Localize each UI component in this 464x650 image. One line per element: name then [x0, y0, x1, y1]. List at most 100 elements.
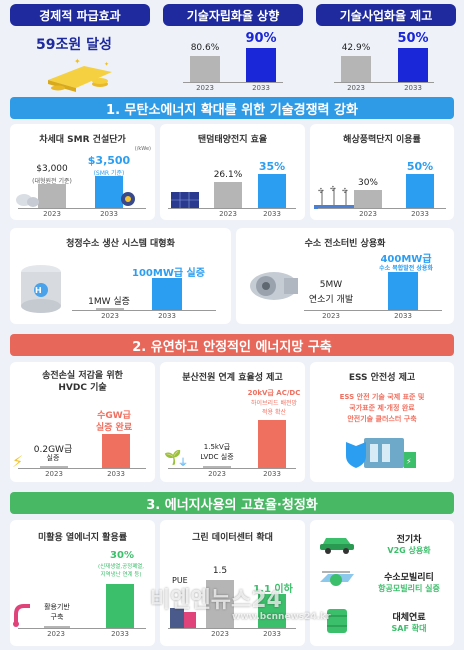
- hydrogen-before-value: 1MW 실증: [88, 297, 130, 307]
- heat-after-note-2: 지역냉난 연계 등): [100, 572, 142, 578]
- smr-year-2: 2033: [100, 210, 118, 218]
- datacenter-year-2: 2033: [263, 630, 281, 638]
- turbine-year-2: 2033: [394, 312, 412, 320]
- saf-subtitle: SAF 확대: [391, 624, 427, 633]
- tandem-axis: [168, 208, 296, 209]
- distributed-before-bar: [203, 466, 231, 468]
- tandem-after-value: 35%: [258, 160, 286, 173]
- section-2-header: 2. 유연하고 안정적인 에너지망 구축: [10, 334, 454, 356]
- turbine-engine-icon: [250, 272, 298, 300]
- h2-mobility-title: 수소모빌리티: [384, 573, 434, 583]
- independence-after-bar: [246, 48, 276, 82]
- heat-after-note-1: (신재생열,공정폐열,: [97, 564, 145, 570]
- datacenter-after-bar: [258, 594, 286, 628]
- section-2-title: 2. 유연하고 안정적인 에너지망 구축: [132, 339, 332, 355]
- smr-before-value: $3,000: [36, 164, 68, 174]
- offshore-after-bar: [406, 174, 434, 208]
- commercial-before-value: 42.9%: [341, 43, 371, 53]
- electric-car-icon: [320, 538, 354, 554]
- heat-year-1: 2023: [47, 630, 65, 638]
- ess-line-1: ESS 안전 기술 국제 표준 및: [339, 393, 425, 401]
- svg-text:✦: ✦: [74, 58, 81, 66]
- server-icon: [170, 608, 196, 628]
- fuel-barrel-icon: [327, 609, 347, 633]
- commercial-year-2: 2033: [404, 84, 422, 92]
- section-1-header: 1. 무탄소에너지 확대를 위한 기술경쟁력 강화: [10, 97, 454, 119]
- distributed-title: 분산전원 연계 효율성 제고: [182, 373, 283, 383]
- tandem-after-bar: [258, 174, 286, 208]
- distributed-card: 분산전원 연계 효율성 제고 20kV급 AC/DC 하이브리드 배전망 적용 …: [160, 362, 305, 482]
- ev-title: 전기차: [396, 535, 422, 545]
- hvdc-axis: [18, 468, 146, 469]
- wind-turbine-icon: ✣ ✣ ✣: [314, 185, 354, 209]
- smr-after-value: $3,500: [87, 154, 131, 167]
- tandem-year-1: 2023: [219, 210, 237, 218]
- datacenter-before-bar: [206, 580, 234, 628]
- turbine-after-bar: [388, 272, 418, 310]
- hydrogen-card: 청정수소 생산 시스템 대형화 H 1MW 실증 100MW급 실증 2023 …: [10, 228, 231, 324]
- hvdc-card: 송전손실 저감을 위한 HVDC 기술 0.2GW급 실증 수GW급 실증 완료…: [10, 362, 155, 482]
- heat-after-value: 30%: [110, 550, 134, 561]
- hvdc-title-line-1: 송전손실 저감을 위한: [42, 371, 123, 381]
- ess-storage-icon: ⚡: [346, 438, 416, 468]
- smr-after-bar: [95, 176, 123, 208]
- commercial-year-1: 2023: [347, 84, 365, 92]
- datacenter-title: 그린 데이터센터 확대: [192, 533, 273, 543]
- tandem-title: 탠덤태양전지 효율: [197, 135, 268, 145]
- heat-before-value: 활용기반: [44, 603, 70, 611]
- turbine-axis: [304, 310, 442, 311]
- hvdc-year-1: 2023: [45, 470, 63, 478]
- hvdc-year-2: 2033: [107, 470, 125, 478]
- hydrogen-mobility-icon: [320, 571, 354, 586]
- hydrogen-before-bar: [96, 308, 124, 310]
- commercial-after-value: 50%: [397, 31, 429, 46]
- economic-effect-label: 경제적 파급효과: [39, 8, 121, 23]
- turbine-after-note: 수소 복합발전 상용화: [379, 265, 433, 272]
- h2-mobility-subtitle: 항공모빌리티 실증: [378, 584, 440, 593]
- lightning-icon: ⚡: [12, 452, 24, 471]
- watermark-url: www.bcnnews24.kr: [232, 612, 331, 622]
- heat-title: 미활용 열에너지 활용률: [37, 533, 128, 543]
- hvdc-before-bar: [40, 466, 68, 468]
- independence-pill: 기술자립화율 상향: [163, 4, 303, 26]
- smr-title: 차세대 SMR 건설단가: [39, 135, 126, 145]
- heat-card: 미활용 열에너지 활용률 30% (신재생열,공정폐열, 지역냉난 연계 등) …: [10, 520, 155, 646]
- heat-before-note: 구축: [50, 613, 64, 621]
- datacenter-axis: [168, 628, 296, 629]
- tandem-before-bar: [214, 182, 242, 208]
- datacenter-after-value: 1.1 이하: [253, 584, 293, 595]
- datacenter-before-value: 1.5: [212, 566, 228, 576]
- commercial-before-bar: [341, 56, 371, 82]
- section-1-title: 1. 무탄소에너지 확대를 위한 기술경쟁력 강화: [106, 102, 358, 118]
- heat-year-2: 2033: [111, 630, 129, 638]
- svg-text:⚡: ⚡: [406, 457, 412, 466]
- commercial-pill: 기술사업화율 제고: [316, 4, 456, 26]
- hydrogen-after-bar: [152, 278, 182, 310]
- hvdc-title-line-2: HVDC 기술: [58, 383, 107, 393]
- offshore-year-2: 2033: [411, 210, 429, 218]
- tandem-before-value: 26.1%: [213, 170, 243, 180]
- mobility-card: 전기차 V2G 상용화 수소모빌리티 항공모빌리티 실증 대체연료 SAF 확대: [310, 520, 454, 646]
- hydrogen-title: 청정수소 생산 시스템 대형화: [66, 239, 175, 249]
- coins-icon: ✦ ✦: [48, 58, 112, 92]
- distributed-before-note: LVDC 실증: [200, 453, 234, 461]
- ess-line-2: 국가표준 제·개정 완료: [349, 404, 415, 412]
- tandem-year-2: 2033: [263, 210, 281, 218]
- ess-title: ESS 안전성 제고: [348, 373, 416, 383]
- economic-value: 59조원 달성: [36, 37, 112, 53]
- distributed-year-1: 2023: [208, 470, 226, 478]
- plug-icon: ⏚: [178, 458, 188, 469]
- independence-year-1: 2023: [196, 84, 214, 92]
- distributed-after-note-1: 하이브리드 배전망: [250, 400, 298, 407]
- offshore-before-value: 30%: [357, 178, 378, 188]
- independence-before-value: 80.6%: [190, 43, 220, 53]
- smr-unit: (/kWe): [134, 146, 151, 152]
- distributed-axis: [168, 468, 296, 469]
- independence-after-value: 90%: [245, 31, 277, 46]
- svg-text:✦: ✦: [104, 61, 109, 68]
- hydrogen-after-value: 100MW급 실증: [132, 268, 205, 279]
- hydrogen-tank-icon: H: [21, 265, 61, 313]
- distributed-year-2: 2033: [263, 470, 281, 478]
- smr-reactor-icon: [121, 192, 135, 206]
- heat-axis: [18, 628, 146, 629]
